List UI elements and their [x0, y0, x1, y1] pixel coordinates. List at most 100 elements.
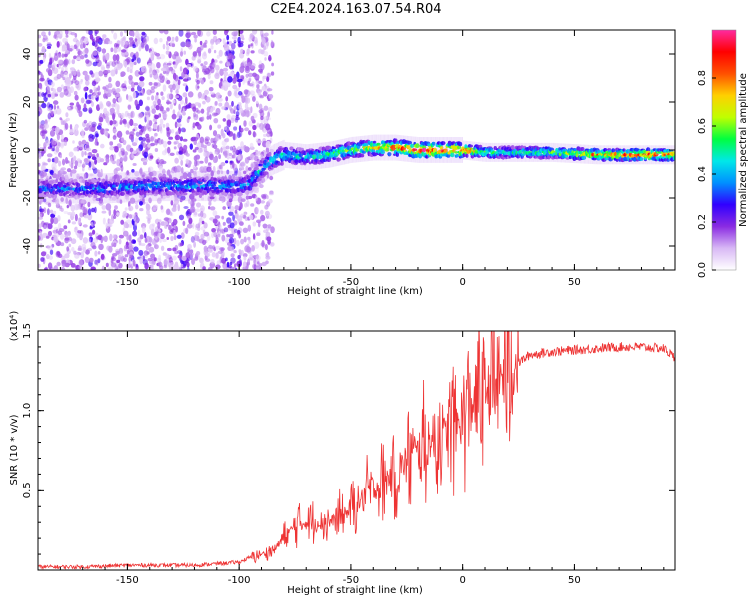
- noise-speckle: [253, 259, 257, 265]
- noise-speckle: [222, 221, 226, 226]
- noise-speckle: [221, 140, 227, 147]
- noise-speckle: [239, 171, 242, 177]
- noise-speckle: [83, 214, 88, 219]
- noise-speckle: [39, 124, 45, 129]
- noise-speckle: [65, 34, 69, 38]
- noise-speckle: [212, 218, 218, 224]
- noise-speckle: [194, 256, 199, 261]
- noise-speckle: [132, 31, 135, 37]
- noise-speckle: [241, 166, 245, 171]
- noise-speckle: [135, 204, 139, 210]
- noise-speckle: [179, 51, 184, 57]
- noise-speckle: [241, 60, 246, 67]
- noise-speckle: [150, 86, 156, 90]
- noise-speckle: [126, 57, 131, 63]
- noise-speckle: [190, 168, 194, 174]
- ridge-halo: [162, 170, 164, 202]
- noise-speckle: [215, 92, 221, 99]
- noise-speckle: [131, 58, 135, 63]
- noise-speckle: [99, 103, 104, 110]
- noise-speckle: [217, 39, 221, 44]
- noise-speckle: [82, 162, 86, 168]
- noise-speckle: [69, 124, 73, 130]
- noise-speckle: [264, 244, 268, 251]
- noise-speckle: [91, 41, 96, 46]
- noise-speckle: [177, 250, 183, 254]
- noise-speckle: [216, 54, 220, 59]
- noise-speckle: [191, 136, 196, 141]
- noise-speckle: [261, 195, 267, 200]
- noise-speckle: [38, 110, 41, 117]
- noise-speckle: [97, 91, 101, 96]
- noise-speckle: [174, 197, 179, 206]
- noise-speckle: [174, 95, 180, 99]
- noise-speckle: [142, 157, 148, 164]
- noise-speckle: [252, 30, 258, 35]
- noise-speckle: [181, 167, 184, 174]
- noise-speckle: [112, 98, 117, 104]
- noise-speckle: [230, 253, 235, 258]
- noise-speckle: [39, 205, 42, 213]
- noise-speckle: [147, 62, 152, 69]
- noise-speckle: [230, 257, 236, 264]
- noise-speckle: [78, 259, 83, 267]
- noise-speckle: [86, 147, 92, 152]
- noise-speckle: [240, 238, 245, 245]
- noise-speckle: [97, 85, 101, 92]
- noise-speckle: [96, 169, 100, 173]
- noise-speckle: [113, 145, 119, 149]
- ridge-halo: [457, 137, 459, 163]
- noise-speckle: [171, 207, 177, 212]
- noise-speckle: [166, 45, 170, 51]
- noise-speckle: [178, 214, 185, 221]
- noise-speckle: [156, 61, 161, 69]
- noise-speckle: [82, 237, 89, 244]
- noise-speckle: [217, 233, 221, 238]
- noise-speckle: [150, 253, 156, 259]
- noise-speckle: [258, 68, 263, 73]
- noise-speckle: [113, 154, 116, 160]
- noise-speckle: [81, 134, 85, 139]
- noise-speckle: [53, 104, 57, 110]
- noise-speckle: [165, 50, 170, 55]
- noise-speckle: [74, 160, 78, 167]
- noise-speckle: [152, 118, 158, 123]
- noise-speckle: [178, 153, 184, 161]
- noise-speckle: [69, 86, 75, 93]
- noise-speckle: [241, 95, 246, 103]
- noise-speckle: [267, 107, 273, 112]
- noise-speckle: [256, 207, 259, 214]
- ridge-halo: [388, 134, 390, 161]
- noise-speckle: [211, 228, 217, 233]
- noise-speckle: [145, 114, 150, 121]
- noise-speckle: [134, 200, 139, 204]
- noise-speckle: [132, 91, 137, 99]
- noise-speckle: [193, 66, 198, 72]
- noise-speckle: [39, 213, 42, 218]
- noise-speckle: [60, 242, 65, 247]
- noise-speckle: [58, 160, 62, 167]
- noise-speckle: [208, 201, 212, 206]
- noise-speckle: [243, 236, 247, 243]
- noise-speckle: [199, 136, 205, 144]
- noise-speckle: [114, 92, 121, 99]
- noise-speckle: [119, 161, 123, 168]
- noise-speckle: [120, 71, 126, 77]
- noise-speckle: [83, 37, 89, 45]
- noise-speckle: [247, 44, 251, 49]
- ridge-halo: [456, 137, 458, 163]
- noise-speckle: [270, 226, 275, 234]
- noise-speckle: [131, 81, 135, 89]
- noise-speckle: [263, 133, 267, 137]
- noise-speckle: [188, 198, 191, 205]
- noise-speckle: [79, 43, 84, 49]
- noise-speckle: [103, 40, 107, 45]
- noise-speckle: [142, 255, 145, 262]
- noise-speckle: [51, 243, 55, 248]
- noise-speckle: [206, 111, 210, 117]
- noise-speckle: [166, 128, 172, 135]
- noise-speckle: [74, 252, 80, 259]
- noise-speckle: [252, 233, 256, 240]
- noise-speckle: [47, 262, 53, 270]
- noise-speckle: [117, 64, 122, 71]
